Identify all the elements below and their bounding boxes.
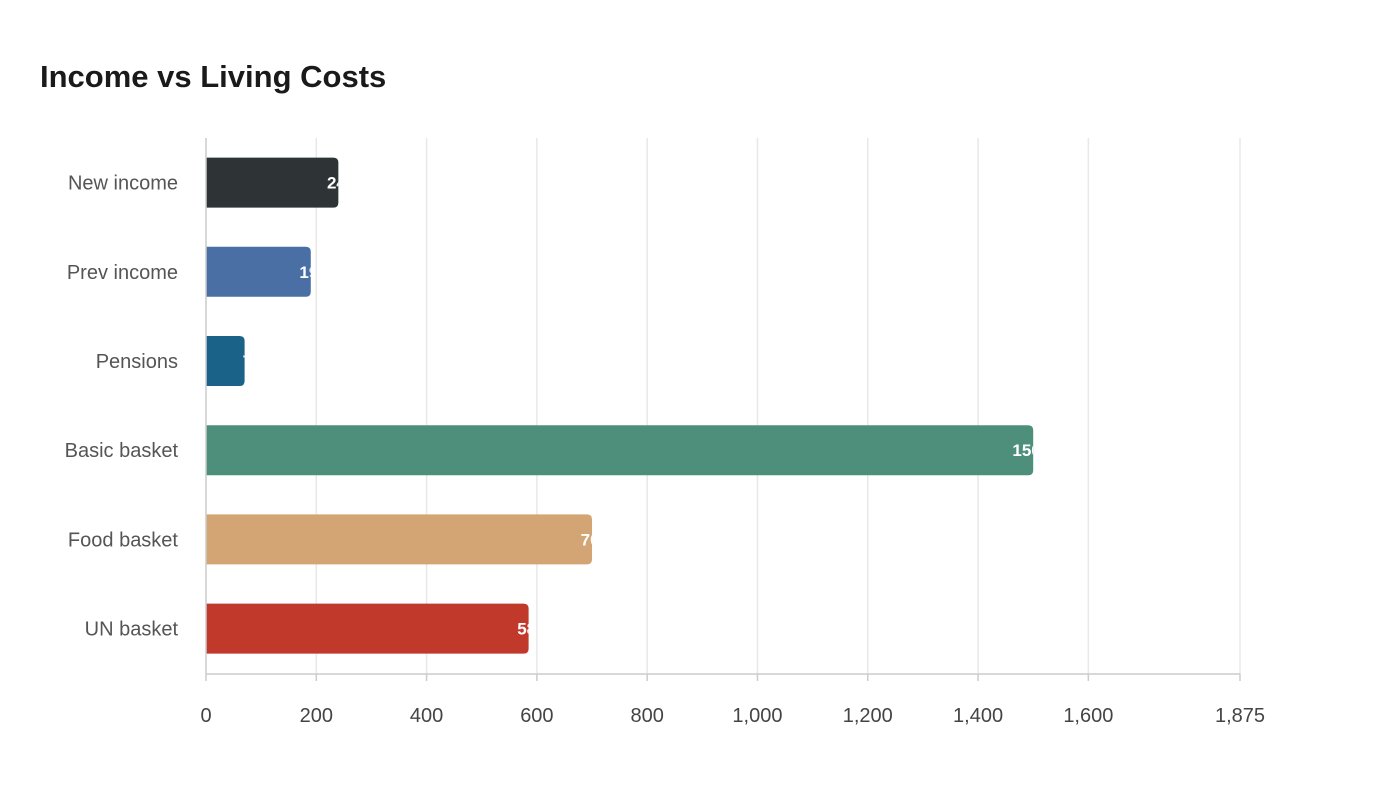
x-tick-label: 1,400 — [953, 705, 1003, 727]
bar-value-label: 700 — [581, 530, 609, 549]
x-tick-label: 1,600 — [1063, 705, 1113, 727]
bar-value-label: 585 — [517, 620, 545, 639]
category-label: Food basket — [68, 529, 179, 551]
category-labels: New income Prev income Pensions Basic baske… — [65, 173, 179, 641]
x-tick-label: 600 — [520, 705, 553, 727]
tick-labels: 0 200 400 600 800 1,000 1,200 1,400 1,600 1,875 — [200, 705, 1265, 727]
axes — [205, 138, 1241, 681]
category-label: Pensions — [96, 351, 178, 373]
category-label: New income — [68, 173, 178, 195]
bar-value-label: 240 — [327, 174, 355, 193]
bars: 240 190 70 1500 700 585 — [206, 157, 1050, 654]
bar — [206, 336, 245, 386]
grid-lines — [315, 138, 1241, 674]
x-tick-label: 1,200 — [843, 705, 893, 727]
bar-value-label: 1500 — [1012, 441, 1050, 460]
bar — [206, 157, 339, 208]
bar — [206, 514, 593, 565]
bar — [206, 246, 311, 297]
x-tick-label: 200 — [300, 705, 333, 727]
category-label: Prev income — [67, 262, 178, 284]
x-tick-label: 800 — [630, 705, 663, 727]
bar-value-label: 70 — [243, 352, 262, 371]
bar — [206, 425, 1034, 476]
x-tick-label: 1,000 — [732, 705, 782, 727]
x-tick-label: 1,875 — [1215, 705, 1265, 727]
bar-value-label: 190 — [299, 263, 327, 282]
chart-title: Income vs Living Costs — [40, 59, 387, 94]
x-tick-label: 0 — [200, 705, 211, 727]
category-label: Basic basket — [65, 440, 179, 462]
category-label: UN basket — [85, 619, 179, 641]
bar — [206, 603, 529, 654]
x-tick-label: 400 — [410, 705, 443, 727]
